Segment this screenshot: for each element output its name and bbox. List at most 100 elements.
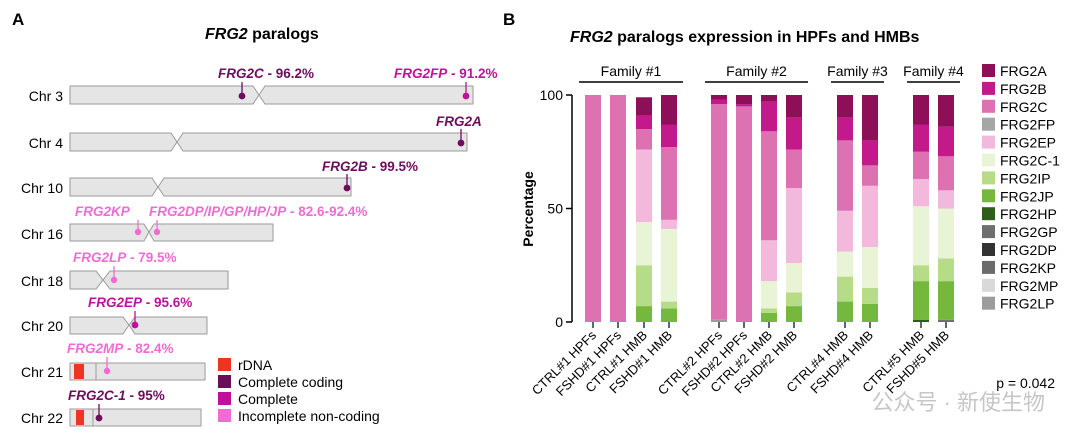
panel-a-title: FRG2 paralogs — [205, 26, 319, 43]
bar-segment-frg2c — [913, 151, 929, 179]
bar-segment-frg2c-1 — [636, 222, 652, 266]
panel-b: B FRG2 paralogs expression in HPFs and H… — [503, 10, 1060, 415]
bar-segment-frg2b — [938, 126, 954, 157]
bar-segment-frg2ep — [661, 219, 677, 229]
legend-label: FRG2C — [1000, 99, 1047, 115]
bar-segment-frg2jp — [786, 306, 802, 322]
bar-segment-frg2c-1 — [862, 247, 878, 288]
chromosome-bar — [69, 408, 202, 427]
bar-segment-frg2a — [786, 95, 802, 118]
panel-a-letter: A — [12, 10, 24, 29]
bar-segment-frg2a — [913, 95, 929, 125]
bar-segment-frg2a — [837, 95, 853, 118]
bar-segment-frg2c-1 — [938, 208, 954, 259]
bar-segment-frg2b — [761, 101, 777, 132]
bar-segment-frg2lp — [711, 319, 727, 322]
bar-segment-frg2ep — [761, 240, 777, 282]
bar-segment-frg2c — [661, 147, 677, 220]
legend-label: Complete — [238, 391, 298, 407]
panel-a: A FRG2 paralogs Chr 3 FRG2C - 96.2% FRG2… — [12, 10, 498, 427]
panel-b-letter: B — [503, 10, 515, 29]
bar-segment-frg2ip — [761, 308, 777, 313]
bar-segment-frg2c — [585, 95, 601, 322]
chr-label: Chr 22 — [21, 410, 63, 426]
bar-segment-frg2b — [786, 117, 802, 150]
bar-segment-frg2jp — [938, 281, 954, 320]
family-label: Family #4 — [903, 63, 964, 79]
legend-label: FRG2B — [1000, 81, 1047, 97]
bar-segment-frg2c — [736, 106, 752, 322]
bar-segment-frg2c — [636, 129, 652, 150]
bar-segment-frg2ip — [661, 301, 677, 309]
bar-segment-frg2jp — [913, 281, 929, 320]
bar-segment-frg2a — [661, 95, 677, 125]
y-tick-label: 50 — [547, 201, 563, 217]
legend-swatch — [218, 392, 231, 405]
y-tick-label: 100 — [540, 87, 564, 103]
watermark: 公众号 · 新使生物 — [871, 390, 1045, 415]
bar-segment-frg2ep — [913, 178, 929, 207]
bar-segment-frg2ip — [636, 265, 652, 307]
paralog-label: FRG2LP - 79.5% — [73, 250, 177, 265]
marker-dot — [134, 228, 142, 236]
bar-segment-frg2a — [862, 95, 878, 141]
bar-segment-frg2ep — [862, 185, 878, 248]
bar-segment-frg2a — [761, 95, 777, 102]
bar-segment-frg2a — [711, 95, 727, 100]
legend-swatch — [982, 260, 995, 274]
chromosome-bar — [69, 362, 206, 381]
chromosome-bar — [69, 316, 208, 335]
legend-swatch — [982, 225, 995, 239]
panel-a-title-gene: FRG2 — [205, 26, 248, 43]
legend-swatch — [982, 171, 995, 185]
family-label: Family #1 — [601, 63, 662, 79]
chr-label: Chr 16 — [21, 226, 63, 242]
legend-label: Incomplete non-coding — [238, 408, 380, 424]
legend-swatch — [982, 153, 995, 167]
chr-label: Chr 4 — [29, 135, 63, 151]
panel-a-title-rest: paralogs — [248, 26, 319, 43]
legend-swatch — [982, 64, 995, 77]
marker-dot — [131, 321, 139, 329]
y-tick-label: 0 — [555, 314, 563, 330]
paralog-label: FRG2A — [436, 114, 482, 129]
bar-segment-frg2a — [736, 95, 752, 105]
paralog-label: FRG2B - 99.5% — [322, 159, 418, 174]
paralog-label: FRG2C-1 - 95% — [68, 388, 165, 403]
marker-dot — [103, 367, 111, 375]
legend-swatch — [982, 296, 995, 310]
legend-swatch — [218, 358, 231, 371]
chromosome-bar — [69, 85, 474, 105]
family-brackets: Family #1 Family #2 Family #3 Family #4 — [579, 63, 964, 83]
bar-segment-frg2b — [711, 99, 727, 105]
chart-legend: FRG2A FRG2B FRG2C FRG2FP FRG2EP FRG2C-1FRG2IP… — [982, 63, 1060, 312]
legend-swatch — [982, 117, 995, 131]
legend-swatch — [982, 135, 995, 149]
marker-dot — [462, 92, 470, 100]
bar-segment-frg2b — [636, 115, 652, 130]
bar-segment-frg2b — [837, 117, 853, 141]
marker-dot — [457, 139, 465, 147]
legend-label: FRG2KP — [1000, 260, 1056, 276]
bar-segment-frg2b — [736, 104, 752, 107]
chr-label: Chr 21 — [21, 364, 63, 380]
panel-a-legend: rDNA Complete coding Complete Incomplete… — [218, 357, 380, 424]
bar-segment-frg2a — [938, 95, 954, 127]
paralog-label: FRG2FP - 91.2% — [394, 66, 498, 81]
legend-label: FRG2IP — [1000, 170, 1051, 186]
bar-segment-frg2c — [711, 104, 727, 320]
chromosome-bar — [69, 177, 352, 197]
bar-segment-frg2c-1 — [837, 251, 853, 277]
bar-segment-frg2ep — [636, 149, 652, 223]
marker-dot — [95, 414, 103, 422]
legend-label: FRG2LP — [1000, 296, 1054, 312]
paralog-label: FRG2C - 96.2% — [218, 66, 314, 81]
legend-swatch — [982, 81, 995, 95]
rdna-band — [74, 364, 84, 379]
bar-segment-frg2ip — [913, 265, 929, 282]
legend-label: FRG2JP — [1000, 188, 1054, 204]
chr-label: Chr 18 — [21, 273, 63, 289]
bar-segment-frg2ip — [862, 287, 878, 304]
family-label: Family #3 — [827, 63, 888, 79]
